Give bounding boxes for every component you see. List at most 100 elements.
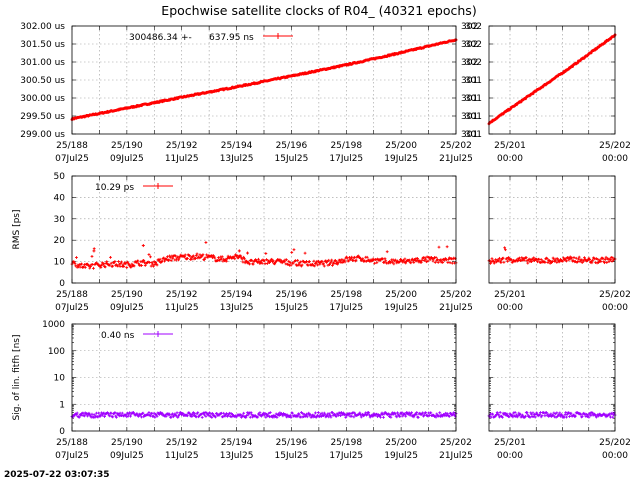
x-tick-label-date: 13Jul25 xyxy=(220,303,254,313)
y-tick-label: 30 xyxy=(54,215,66,225)
y-tick-label: 299.00 us xyxy=(20,130,65,140)
sig-zoom-series xyxy=(487,410,617,419)
x-tick-label-day: 25/201 xyxy=(494,141,526,151)
x-tick-label-day: 25/192 xyxy=(166,438,198,448)
x-tick-label-date: 07Jul25 xyxy=(55,154,89,164)
x-tick-label-date: 15Jul25 xyxy=(275,303,309,313)
x-tick-label-date: 15Jul25 xyxy=(275,154,309,164)
x-tick-label-day: 25/198 xyxy=(330,438,362,448)
y-tick-label: 10 xyxy=(54,374,66,384)
legend-error: 637.95 ns xyxy=(209,33,254,43)
x-tick-label-day: 25/190 xyxy=(111,290,143,300)
legend-value: 300486.34 xyxy=(129,33,178,43)
y-tick-label: 300.00 us xyxy=(20,94,65,104)
x-tick-label-date: 19Jul25 xyxy=(384,154,418,164)
x-tick-label-date: 00:00 xyxy=(602,451,628,461)
y-tick-label: 301 xyxy=(461,112,478,122)
x-tick-label-day: 25/202 xyxy=(599,141,631,151)
x-tick-label-date: 11Jul25 xyxy=(165,303,199,313)
clock-zoom-panel: 301 301 301 301 302 302 302 25/201 00:00 25/202 00… xyxy=(465,22,631,164)
x-tick-label-date: 00:00 xyxy=(497,303,523,313)
x-tick-label-day: 25/198 xyxy=(330,290,362,300)
x-tick-label-date: 13Jul25 xyxy=(220,154,254,164)
y-tick-label: 20 xyxy=(54,236,66,246)
y-tick-label: 302 xyxy=(465,40,482,50)
rms-zoom-series xyxy=(487,246,617,265)
legend-value: 0.40 ns xyxy=(101,331,135,341)
y-tick-label: 302 xyxy=(461,40,478,50)
clock-zoom-series xyxy=(487,33,617,126)
x-tick-label-day: 25/190 xyxy=(111,438,143,448)
x-tick-label-day: 25/194 xyxy=(221,438,253,448)
plot-frame xyxy=(71,323,457,432)
x-tick-label-date: 21Jul25 xyxy=(439,451,473,461)
x-tick-label-day: 25/188 xyxy=(56,290,88,300)
y-tick-label: 0 xyxy=(59,427,65,437)
x-tick-label-day: 25/201 xyxy=(494,290,526,300)
x-tick-label-day: 25/201 xyxy=(494,438,526,448)
legend-separator: +- xyxy=(181,33,192,43)
y-tick-label: 301 xyxy=(465,112,482,122)
y-tick-label: 301 xyxy=(465,76,482,86)
sig-main-series xyxy=(70,411,458,419)
x-tick-label-day: 25/192 xyxy=(166,290,198,300)
x-tick-label-date: 17Jul25 xyxy=(329,451,363,461)
y-tick-label: 301.50 us xyxy=(20,40,65,50)
x-tick-label-date: 21Jul25 xyxy=(439,303,473,313)
y-tick-label: 300.50 us xyxy=(20,76,65,86)
rms-main-series xyxy=(70,241,458,270)
y-tick-label: 302 xyxy=(465,22,482,32)
x-tick-label-date: 00:00 xyxy=(497,451,523,461)
y-tick-label: 301.00 us xyxy=(20,58,65,68)
x-tick-label-day: 25/202 xyxy=(440,141,472,151)
y-axis-label: Sig. of lin. fitfh [ns] xyxy=(12,335,22,421)
plot-frame xyxy=(488,175,616,284)
y-tick-label: 1 xyxy=(59,400,65,410)
clock-main-series xyxy=(70,38,458,121)
y-tick-label: 1000 xyxy=(42,320,65,330)
x-tick-label-day: 25/200 xyxy=(385,290,417,300)
legend-value: 10.29 ps xyxy=(95,183,134,193)
x-tick-label-date: 09Jul25 xyxy=(110,451,144,461)
x-tick-label-day: 25/194 xyxy=(221,141,253,151)
plot-frame xyxy=(71,175,457,284)
x-tick-label-date: 09Jul25 xyxy=(110,154,144,164)
x-tick-label-date: 19Jul25 xyxy=(384,303,418,313)
y-tick-label: 302.00 us xyxy=(20,22,65,32)
x-tick-label-date: 00:00 xyxy=(497,154,523,164)
chart-title: Epochwise satellite clocks of R04_ (4032… xyxy=(161,3,476,18)
x-tick-label-day: 25/202 xyxy=(599,290,631,300)
rms-main-panel: 0 10 20 30 40 50 25/188 07Jul25 25/190 09Jul25 25/… xyxy=(12,172,473,313)
x-tick-label-day: 25/188 xyxy=(56,141,88,151)
x-tick-label-day: 25/190 xyxy=(111,141,143,151)
y-tick-label: 302 xyxy=(461,58,478,68)
y-tick-label: 301 xyxy=(461,130,478,140)
y-tick-label: 299.50 us xyxy=(20,112,65,122)
x-tick-label-date: 07Jul25 xyxy=(55,303,89,313)
x-tick-label-date: 21Jul25 xyxy=(439,154,473,164)
y-tick-label: 50 xyxy=(54,172,66,182)
x-tick-label-day: 25/194 xyxy=(221,290,253,300)
y-tick-label: 302 xyxy=(465,58,482,68)
timestamp: 2025-07-22 03:07:35 xyxy=(4,470,109,480)
x-tick-label-date: 15Jul25 xyxy=(275,451,309,461)
y-tick-label: 10 xyxy=(54,258,66,268)
x-tick-label-day: 25/202 xyxy=(599,438,631,448)
x-tick-label-day: 25/196 xyxy=(276,290,308,300)
x-tick-label-day: 25/192 xyxy=(166,141,198,151)
y-tick-label: 301 xyxy=(465,94,482,104)
y-tick-label: 301 xyxy=(465,130,482,140)
x-tick-label-date: 17Jul25 xyxy=(329,303,363,313)
y-tick-label: 302 xyxy=(461,22,478,32)
x-tick-label-date: 13Jul25 xyxy=(220,451,254,461)
y-tick-label: 100 xyxy=(48,347,65,357)
plot-frame xyxy=(488,25,616,135)
x-tick-label-day: 25/188 xyxy=(56,438,88,448)
x-tick-label-day: 25/200 xyxy=(385,438,417,448)
clock-main-panel: 299.00 us 299.50 us 300.00 us 300.50 us 301.… xyxy=(20,22,473,164)
y-tick-label: 301 xyxy=(461,76,478,86)
plot-frame xyxy=(71,25,457,135)
clock-zoom-right-axis: 301 301 301 301 302 302 302 xyxy=(461,22,478,140)
plot-frame xyxy=(488,323,616,432)
